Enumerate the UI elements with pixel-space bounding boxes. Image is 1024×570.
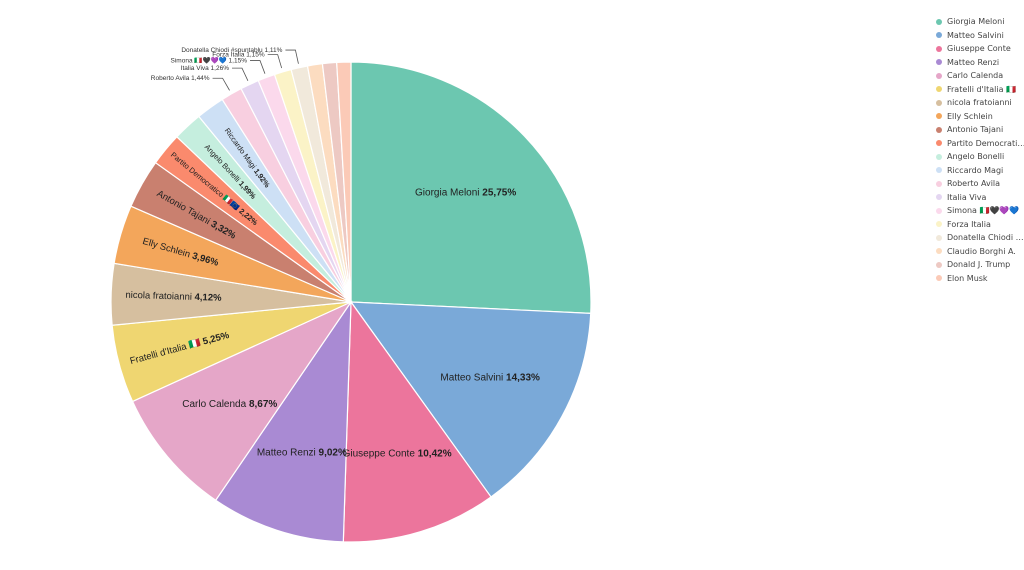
legend-item-elly-schlein[interactable]: Elly Schlein (936, 110, 1024, 124)
legend-label: Fratelli d'Italia 🇮🇹 (947, 84, 1017, 94)
legend-swatch (936, 45, 942, 52)
legend-swatch (936, 248, 942, 255)
pie-slice-matteo-salvini[interactable] (349, 301, 592, 498)
legend-swatch (936, 153, 942, 160)
legend-swatch (936, 99, 942, 106)
legend-swatch (936, 126, 942, 133)
legend-item-giorgia-meloni[interactable]: Giorgia Meloni (936, 15, 1024, 29)
slices (110, 61, 592, 543)
legend-label: Elon Musk (947, 273, 988, 283)
legend-item-nicola-fratoianni[interactable]: nicola fratoianni (936, 96, 1024, 110)
leader-line-donatella-chiodi-spuntablu (285, 49, 299, 64)
leader-line-simona (250, 60, 266, 74)
legend-label: Matteo Renzi (947, 57, 1000, 67)
legend-item-claudio-borghi-a[interactable]: Claudio Borghi A. (936, 245, 1024, 259)
pie-slice-matteo-renzi[interactable] (214, 299, 352, 543)
slice-label-nicola-fratoianni: nicola fratoianni 4,12% (125, 289, 222, 303)
legend-swatch (936, 59, 942, 66)
legend-swatch (936, 18, 942, 25)
legend-swatch (936, 207, 942, 214)
slice-label-matteo-salvini: Matteo Salvini 14,33% (440, 372, 540, 383)
leader-line-forza-italia (267, 54, 283, 69)
legend-label: Giorgia Meloni (947, 17, 1005, 27)
slice-label-donatella-chiodi-spuntablu: Donatella Chiodi #spuntablu 1,11% (181, 47, 282, 54)
slice-label-simona: Simona 🇮🇹🖤💜💙 1,15% (171, 56, 248, 64)
legend-label: Elly Schlein (947, 111, 993, 121)
legend-swatch (936, 221, 942, 228)
legend-item-elon-musk[interactable]: Elon Musk (936, 272, 1024, 286)
legend-item-simona[interactable]: Simona 🇮🇹🖤💜💙 (936, 204, 1024, 218)
legend-label: Italia Viva (947, 192, 987, 202)
legend-swatch (936, 261, 942, 268)
legend-item-riccardo-magi[interactable]: Riccardo Magi (936, 164, 1024, 178)
legend-label: Donald J. Trump (947, 260, 1011, 270)
legend-label: Carlo Calenda (947, 71, 1004, 81)
legend-swatch (936, 32, 942, 39)
chart-legend: Giorgia Meloni Matteo Salvini Giuseppe Con… (936, 15, 1024, 285)
pie-slice-elon-musk[interactable] (336, 61, 352, 303)
legend-item-donald-j-trump[interactable]: Donald J. Trump (936, 258, 1024, 272)
legend-swatch (936, 167, 942, 174)
legend-swatch (936, 180, 942, 187)
pie-slice-carlo-calenda[interactable] (131, 300, 353, 502)
legend-swatch (936, 113, 942, 120)
legend-item-giuseppe-conte[interactable]: Giuseppe Conte (936, 42, 1024, 56)
slice-label-forza-italia: Forza Italia 1,15% (212, 51, 265, 58)
leader-line-roberto-avila (212, 77, 230, 91)
legend-label: nicola fratoianni (947, 98, 1012, 108)
legend-item-italia-viva[interactable]: Italia Viva (936, 191, 1024, 205)
legend-label: Forza Italia (947, 219, 991, 229)
legend-item-angelo-bonelli[interactable]: Angelo Bonelli (936, 150, 1024, 164)
legend-label: Giuseppe Conte (947, 44, 1011, 54)
legend-label: Claudio Borghi A. (947, 246, 1016, 256)
legend-swatch (936, 86, 942, 93)
legend-swatch (936, 194, 942, 201)
slice-label-italia-viva: Italia Viva 1,26% (181, 65, 230, 72)
pie-slice-giorgia-meloni[interactable] (350, 61, 592, 315)
legend-label: Riccardo Magi (947, 165, 1004, 175)
legend-swatch (936, 234, 942, 241)
legend-label: Matteo Salvini (947, 30, 1004, 40)
legend-item-roberto-avila[interactable]: Roberto Avila (936, 177, 1024, 191)
legend-label: Donatella Chiodi #sp... (947, 233, 1024, 243)
legend-label: Partito Democratico ... (947, 138, 1024, 148)
pie-slice-giuseppe-conte[interactable] (342, 300, 492, 543)
legend-label: Roberto Avila (947, 179, 1001, 189)
legend-item-carlo-calenda[interactable]: Carlo Calenda (936, 69, 1024, 83)
legend-label: Antonio Tajani (947, 125, 1004, 135)
legend-item-matteo-salvini[interactable]: Matteo Salvini (936, 29, 1024, 43)
slice-label-carlo-calenda: Carlo Calenda 8,67% (182, 399, 277, 410)
slice-label-matteo-renzi: Matteo Renzi 9,02% (257, 447, 347, 458)
legend-item-matteo-renzi[interactable]: Matteo Renzi (936, 56, 1024, 70)
legend-swatch (936, 275, 942, 282)
legend-item-fratelli-d-italia[interactable]: Fratelli d'Italia 🇮🇹 (936, 83, 1024, 97)
legend-swatch (936, 72, 942, 79)
legend-item-forza-italia[interactable]: Forza Italia (936, 218, 1024, 232)
legend-swatch (936, 140, 942, 147)
slice-label-roberto-avila: Roberto Avila 1,44% (151, 75, 210, 82)
slice-label-giorgia-meloni: Giorgia Meloni 25,75% (415, 187, 516, 198)
legend-item-antonio-tajani[interactable]: Antonio Tajani (936, 123, 1024, 137)
leader-line-italia-viva (232, 67, 249, 82)
legend-item-donatella-chiodi-spuntablu[interactable]: Donatella Chiodi #sp... (936, 231, 1024, 245)
legend-label: Simona 🇮🇹🖤💜💙 (947, 206, 1020, 216)
slice-label-giuseppe-conte: Giuseppe Conte 10,42% (343, 448, 452, 459)
legend-item-partito-democratico[interactable]: Partito Democratico ... (936, 137, 1024, 151)
legend-label: Angelo Bonelli (947, 152, 1005, 162)
